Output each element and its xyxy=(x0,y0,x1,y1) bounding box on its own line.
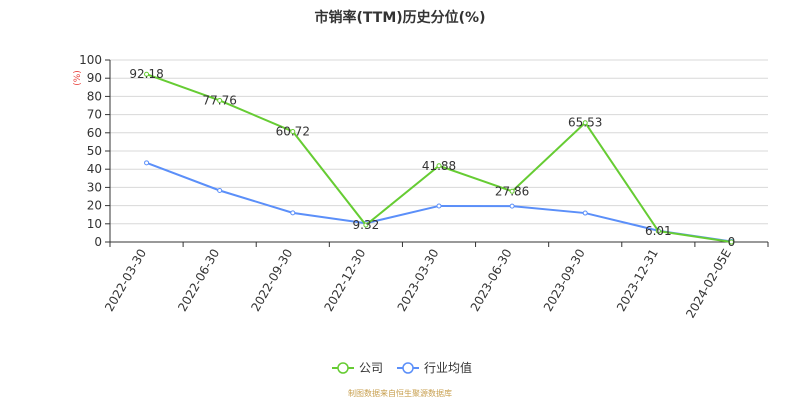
x-tick-label: 2023-06-30 xyxy=(468,247,515,314)
data-label: 9.32 xyxy=(353,218,380,232)
y-axis: 0 10 20 30 40 50 60 70 80 90 100 xyxy=(79,53,111,249)
legend-label: 行业均值 xyxy=(424,360,472,375)
series-1-point xyxy=(436,203,442,209)
series-1-point xyxy=(144,160,150,166)
y-tick-label: 100 xyxy=(79,53,102,67)
data-label: 41.88 xyxy=(422,159,456,173)
legend-item-1[interactable]: 行业均值 xyxy=(397,360,472,375)
y-tick-label: 30 xyxy=(87,180,102,194)
y-tick-label: 20 xyxy=(87,199,102,213)
legend-marker xyxy=(337,362,349,374)
series-1-point xyxy=(582,210,588,216)
series-0-point xyxy=(363,222,369,228)
series-group xyxy=(144,71,734,245)
data-label: 27.86 xyxy=(495,184,529,198)
y-unit-label: (%) xyxy=(73,70,83,86)
y-tick-label: 70 xyxy=(87,108,102,122)
x-tick-label: 2023-09-30 xyxy=(541,247,588,314)
series-0-point xyxy=(582,120,588,126)
data-label: 65.53 xyxy=(568,116,602,130)
y-tick-label: 80 xyxy=(87,89,102,103)
data-label: 6.01 xyxy=(645,224,672,238)
x-tick-label: 2023-12-31 xyxy=(614,247,661,314)
data-label: 60.72 xyxy=(276,124,310,138)
y-tick-label: 0 xyxy=(94,235,102,249)
y-tick-label: 40 xyxy=(87,162,102,176)
x-axis: 2022-03-30 2022-06-30 2022-09-30 2022-12-30… xyxy=(102,241,769,321)
y-tick-label: 60 xyxy=(87,126,102,140)
x-tick-label: 2022-09-30 xyxy=(248,247,295,314)
series-0-point xyxy=(728,239,734,245)
legend[interactable]: 公司 行业均值 xyxy=(332,360,472,375)
legend-label: 公司 xyxy=(359,361,383,375)
series-line-1 xyxy=(146,161,732,243)
chart-title: 市销率(TTM)历史分位(%) xyxy=(315,9,486,26)
legend-marker xyxy=(402,362,414,374)
x-tick-label: 2022-06-30 xyxy=(175,247,222,314)
data-labels: 92.18 77.76 60.72 9.32 41.88 27.86 65.53 6.01 0 xyxy=(129,67,735,249)
x-tick-label: 2023-03-30 xyxy=(395,247,442,314)
x-tick-label: 2024-02-05E xyxy=(683,247,734,321)
x-tick-label: 2022-03-30 xyxy=(102,247,149,314)
legend-item-0[interactable]: 公司 xyxy=(332,361,383,375)
series-0-point xyxy=(144,71,150,77)
data-label: 92.18 xyxy=(129,67,163,81)
series-0-point xyxy=(655,228,661,234)
series-0-point xyxy=(509,188,515,194)
x-tick-label: 2022-12-30 xyxy=(321,247,368,314)
series-0-point xyxy=(436,163,442,169)
grid xyxy=(110,59,768,225)
data-label: 0 xyxy=(728,235,736,249)
y-tick-label: 90 xyxy=(87,71,102,85)
data-label: 77.76 xyxy=(202,93,236,107)
series-1-point xyxy=(509,203,515,209)
y-tick-label: 50 xyxy=(87,144,102,158)
series-1-point xyxy=(217,187,223,193)
source-text: 制图数据来自恒生聚源数据库 xyxy=(348,388,452,398)
series-0-point xyxy=(290,128,296,134)
series-1-point xyxy=(290,210,296,216)
series-0-point xyxy=(217,97,223,103)
y-tick-label: 10 xyxy=(87,217,102,231)
